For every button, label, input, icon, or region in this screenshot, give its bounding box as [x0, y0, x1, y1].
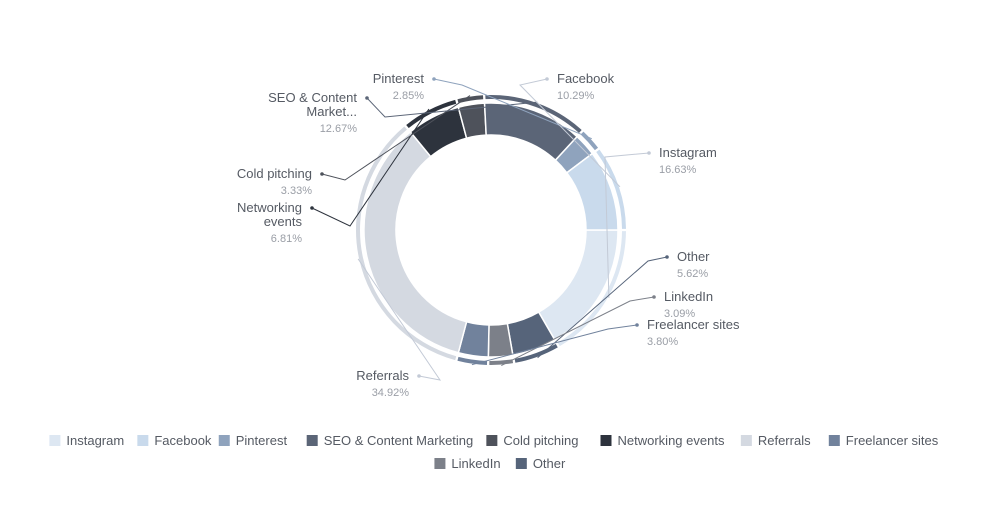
outer-arc-referrals [355, 126, 457, 361]
value-linkedin: 3.09% [664, 308, 695, 320]
leader-dot-networking-events [310, 206, 314, 210]
leader-dot-cold-pitching [320, 172, 324, 176]
label-seo-and-content-marketing: SEO & Content Market... [268, 90, 357, 119]
legend-item-networking-events[interactable]: Networking events [600, 433, 725, 448]
value-freelancer-sites: 3.80% [647, 336, 678, 348]
leader-line-pinterest [433, 78, 592, 140]
leader-line-seo-and-content-marketing [366, 97, 538, 118]
legend-label-instagram: Instagram [66, 433, 124, 448]
legend-label-seo-and-content-marketing: SEO & Content Marketing [324, 433, 474, 448]
label-other: Other [677, 249, 710, 264]
outer-arc-instagram [557, 231, 626, 347]
legend-label-linkedin: LinkedIn [451, 456, 500, 471]
leader-line-linkedin [501, 296, 655, 367]
legend-swatch-freelancer-sites [828, 435, 840, 446]
legend-label-freelancer-sites: Freelancer sites [846, 433, 939, 448]
legend-label-referrals: Referrals [758, 433, 811, 448]
outer-arc-networking-events [406, 99, 457, 129]
legend-item-referrals[interactable]: Referrals [740, 433, 811, 448]
legend-label-networking-events: Networking events [618, 433, 725, 448]
leader-dot-pinterest [432, 77, 436, 81]
outer-arc-linkedin [489, 359, 514, 366]
leader-dot-facebook [545, 77, 549, 81]
value-facebook: 10.29% [557, 90, 595, 102]
legend-swatch-seo-and-content-marketing [306, 435, 318, 446]
value-other: 5.62% [677, 268, 708, 280]
legend-swatch-pinterest [218, 435, 230, 446]
leader-dot-instagram [647, 151, 651, 155]
slice-labels: Instagram 16.63% Other 5.62% LinkedIn 3.09%Fr… [237, 71, 740, 399]
legend-item-instagram[interactable]: Instagram [49, 433, 124, 448]
value-networking-events: 6.81% [271, 233, 302, 245]
leader-line-referrals [357, 258, 442, 381]
legend-item-linkedin[interactable]: LinkedIn [434, 456, 501, 471]
outer-arc-facebook [596, 149, 626, 229]
value-seo-and-content-marketing: 12.67% [320, 123, 358, 135]
label-pinterest: Pinterest [373, 71, 425, 86]
donut-slices [363, 102, 619, 358]
label-freelancer-sites: Freelancer sites [647, 317, 740, 332]
legend: Instagram Facebook Pinterest SEO & Content … [49, 433, 939, 471]
legend-item-cold-pitching[interactable]: Cold pitching [486, 433, 579, 448]
leader-dot-seo-and-content-marketing [365, 96, 369, 100]
legend-item-freelancer-sites[interactable]: Freelancer sites [828, 433, 939, 448]
legend-swatch-linkedin [434, 458, 446, 469]
leader-dot-freelancer-sites [635, 323, 639, 327]
value-pinterest: 2.85% [393, 90, 424, 102]
outer-arc-cold-pitching [457, 95, 484, 104]
legend-swatch-referrals [740, 435, 752, 446]
value-referrals: 34.92% [372, 387, 410, 399]
leader-dot-linkedin [652, 295, 656, 299]
value-cold-pitching: 3.33% [281, 185, 312, 197]
label-cold-pitching: Cold pitching [237, 166, 312, 181]
value-instagram: 16.63% [659, 164, 697, 176]
label-referrals: Referrals [356, 368, 409, 383]
legend-swatch-cold-pitching [486, 435, 498, 446]
leader-line-cold-pitching [321, 95, 471, 181]
legend-swatch-facebook [137, 435, 149, 446]
legend-label-other: Other [533, 456, 566, 471]
legend-item-other[interactable]: Other [515, 456, 566, 471]
legend-label-cold-pitching: Cold pitching [503, 433, 578, 448]
leader-dot-other [665, 255, 669, 259]
legend-item-pinterest[interactable]: Pinterest [218, 433, 288, 448]
legend-swatch-other [515, 458, 527, 469]
leader-line-networking-events [311, 108, 430, 227]
label-networking-events: Networking events [237, 200, 303, 229]
leader-line-freelancer-sites [471, 324, 638, 366]
label-instagram: Instagram [659, 145, 717, 160]
label-linkedin: LinkedIn [664, 289, 713, 304]
label-facebook: Facebook [557, 71, 615, 86]
legend-swatch-instagram [49, 435, 61, 446]
outer-arc-other [514, 343, 558, 363]
leader-line-other [537, 256, 668, 359]
slice-referrals[interactable] [363, 130, 468, 354]
legend-swatch-networking-events [600, 435, 612, 446]
outer-arc-freelancer-sites [457, 356, 488, 365]
legend-item-seo-and-content-marketing[interactable]: SEO & Content Marketing [306, 433, 474, 448]
legend-item-facebook[interactable]: Facebook [137, 433, 212, 448]
leader-line-instagram [604, 152, 650, 298]
leader-line-facebook [519, 78, 621, 188]
slice-instagram[interactable] [537, 229, 619, 341]
leader-dot-referrals [417, 374, 421, 378]
legend-label-pinterest: Pinterest [236, 433, 288, 448]
legend-label-facebook: Facebook [154, 433, 212, 448]
